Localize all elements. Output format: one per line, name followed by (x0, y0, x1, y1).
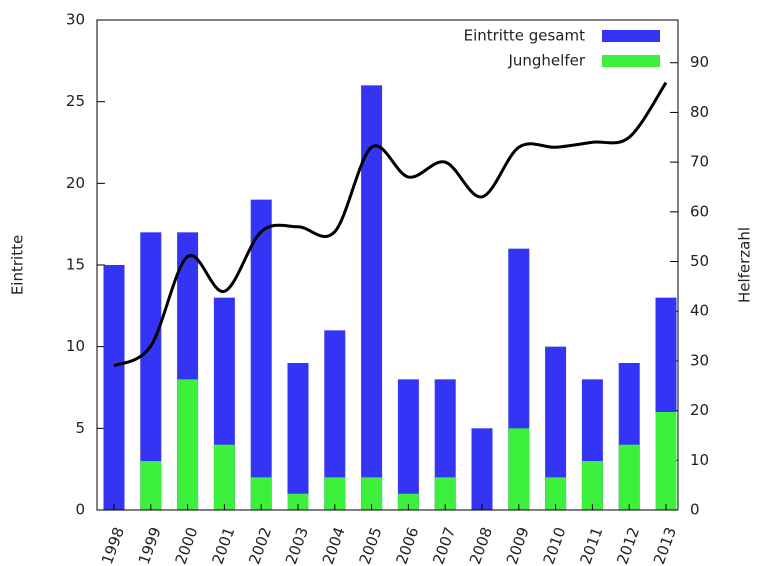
y2-tick-label: 70 (690, 153, 709, 171)
bar (618, 444, 640, 510)
bar (434, 477, 456, 510)
x-tick-label: 2001 (208, 525, 238, 566)
bar (287, 493, 309, 510)
y-tick-label: 15 (66, 256, 85, 274)
legend-swatch (602, 55, 660, 67)
y-tick-label: 0 (75, 501, 85, 519)
bar (361, 477, 383, 510)
x-tick-label: 1998 (98, 525, 128, 566)
y2-tick-label: 40 (690, 302, 709, 320)
y-tick-label: 30 (66, 11, 85, 29)
bar (471, 428, 493, 510)
x-tick-label: 2006 (392, 525, 422, 566)
bar (545, 346, 567, 510)
bar (324, 477, 346, 510)
y-tick-label: 25 (66, 92, 85, 110)
y2-tick-label: 80 (690, 103, 709, 121)
x-tick-label: 2004 (319, 525, 349, 566)
y-axis-label: Eintritte (9, 235, 27, 295)
x-tick-label: 2012 (613, 525, 643, 566)
y2-axis-label: Helferzahl (736, 227, 754, 303)
bar (103, 265, 125, 510)
y-tick-label: 20 (66, 174, 85, 192)
legend-label: Junghelfer (507, 52, 585, 70)
x-tick-label: 2011 (576, 525, 606, 566)
legend-label: Eintritte gesamt (464, 27, 585, 45)
y2-tick-label: 90 (690, 53, 709, 71)
bar (250, 477, 272, 510)
bar (140, 461, 162, 510)
y2-tick-label: 20 (690, 401, 709, 419)
x-tick-label: 2000 (172, 525, 202, 566)
legend-swatch (602, 30, 660, 42)
bar (397, 493, 419, 510)
x-tick-label: 2009 (503, 525, 533, 566)
y2-tick-label: 30 (690, 351, 709, 369)
x-tick-label: 2008 (466, 525, 496, 566)
bar (545, 477, 567, 510)
y-tick-label: 10 (66, 337, 85, 355)
bar (140, 232, 162, 511)
bar (508, 428, 530, 510)
bar (361, 85, 383, 510)
bar (581, 461, 603, 510)
bar (397, 379, 419, 510)
plot-frame (96, 19, 679, 511)
bar (287, 363, 309, 510)
y2-tick-label: 50 (690, 252, 709, 270)
bar (324, 330, 346, 510)
bar (213, 444, 235, 510)
y2-tick-label: 60 (690, 202, 709, 220)
line (113, 81, 668, 368)
y2-tick-label: 0 (690, 501, 700, 519)
bar (250, 199, 272, 510)
x-tick-label: 1999 (135, 525, 165, 566)
y2-tick-label: 10 (690, 451, 709, 469)
bar (177, 379, 199, 510)
y-tick-label: 5 (75, 419, 85, 437)
x-tick-label: 2010 (540, 525, 570, 566)
x-tick-label: 2005 (356, 525, 386, 566)
x-tick-label: 2002 (245, 525, 275, 566)
bar (655, 412, 677, 510)
x-tick-label: 2003 (282, 525, 312, 566)
x-tick-label: 2007 (429, 525, 459, 566)
x-tick-label: 2013 (650, 525, 680, 566)
